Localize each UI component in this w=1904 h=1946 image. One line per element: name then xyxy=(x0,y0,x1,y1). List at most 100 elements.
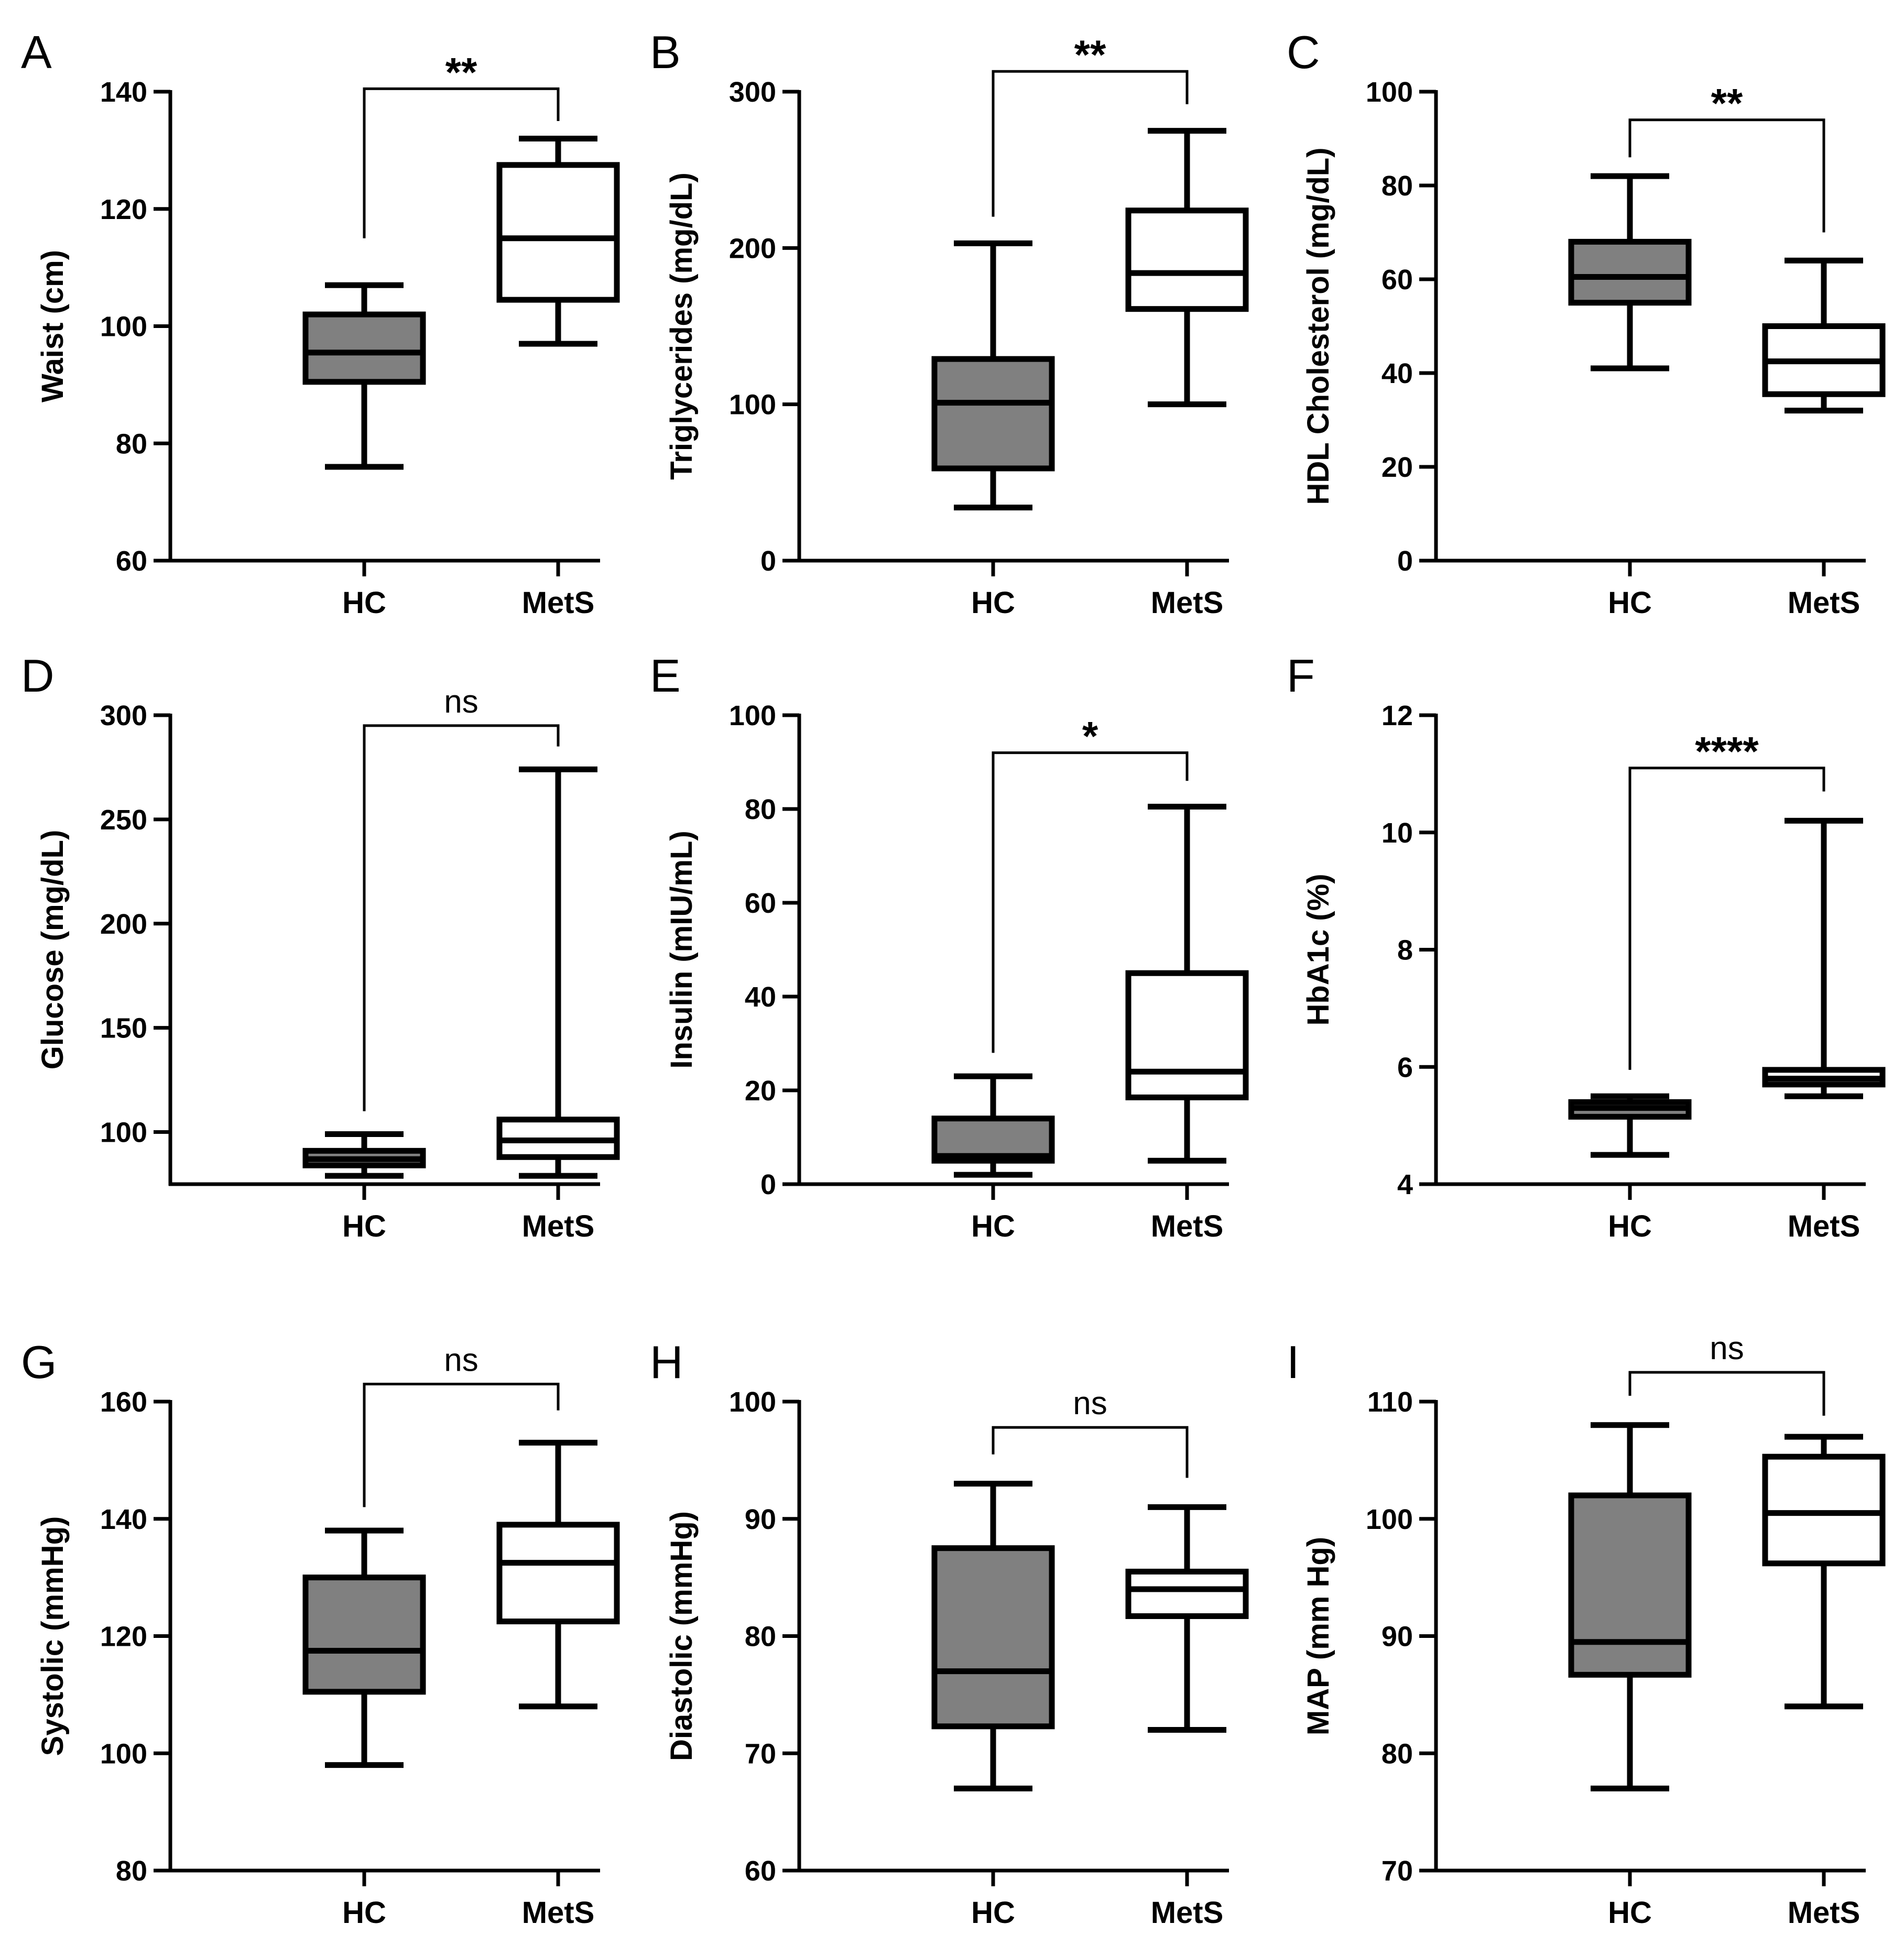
category-label-e-mets: MetS xyxy=(1151,1209,1224,1243)
category-label-c-hc: HC xyxy=(1608,586,1652,620)
y-tick-label-b: 300 xyxy=(729,76,776,108)
significance-label-b: ** xyxy=(1074,31,1106,78)
y-tick-label-e: 80 xyxy=(745,794,776,825)
y-axis-title-b: Triglycerides (mg/dL) xyxy=(665,172,699,480)
category-label-a-mets: MetS xyxy=(522,586,595,620)
y-tick-label-e: 20 xyxy=(745,1075,776,1107)
category-label-g-hc: HC xyxy=(342,1896,386,1930)
category-label-h-hc: HC xyxy=(971,1896,1015,1930)
category-label-b-hc: HC xyxy=(971,586,1015,620)
y-tick-label-h: 100 xyxy=(729,1386,776,1418)
significance-label-h: ns xyxy=(1073,1385,1107,1422)
y-tick-label-f: 8 xyxy=(1397,935,1413,966)
y-tick-label-i: 110 xyxy=(1367,1386,1413,1418)
y-tick-label-c: 80 xyxy=(1381,170,1413,202)
box-h-hc xyxy=(931,1545,1055,1730)
box-g-mets xyxy=(496,1522,620,1625)
category-label-f-hc: HC xyxy=(1608,1209,1652,1243)
y-tick-label-g: 160 xyxy=(100,1386,147,1418)
y-axis-title-f: HbA1c (%) xyxy=(1301,873,1335,1025)
y-tick-label-c: 100 xyxy=(1366,76,1413,108)
box-i-mets xyxy=(1762,1453,1886,1567)
panel-letter-d: D xyxy=(21,650,55,702)
significance-bracket-e xyxy=(992,751,1189,1053)
category-label-b-mets: MetS xyxy=(1151,586,1224,620)
y-tick-label-c: 60 xyxy=(1381,264,1413,296)
y-tick-label-g: 80 xyxy=(116,1855,147,1887)
category-label-e-hc: HC xyxy=(971,1209,1015,1243)
y-tick-label-f: 6 xyxy=(1397,1052,1413,1083)
y-tick-label-i: 100 xyxy=(1366,1504,1413,1535)
box-h-mets xyxy=(1125,1568,1249,1619)
y-tick-label-d: 300 xyxy=(100,700,147,731)
y-tick-label-g: 120 xyxy=(100,1621,147,1653)
significance-bracket-c xyxy=(1628,118,1825,233)
box-a-hc xyxy=(302,311,426,385)
significance-label-e: * xyxy=(1082,713,1098,759)
category-label-g-mets: MetS xyxy=(522,1896,595,1930)
y-axis-title-a: Waist (cm) xyxy=(36,250,70,402)
box-i-hc xyxy=(1568,1492,1692,1678)
y-tick-label-h: 90 xyxy=(745,1504,776,1535)
significance-label-g: ns xyxy=(444,1342,478,1378)
y-tick-label-a: 120 xyxy=(100,194,147,225)
panel-letter-a: A xyxy=(21,26,52,78)
y-axis-title-g: Systolic (mmHg) xyxy=(36,1516,70,1756)
box-a-mets xyxy=(496,162,620,303)
y-tick-label-d: 150 xyxy=(100,1013,147,1044)
significance-bracket-h xyxy=(992,1426,1189,1478)
y-tick-label-a: 60 xyxy=(116,545,147,577)
category-label-i-mets: MetS xyxy=(1788,1896,1861,1930)
y-axis-title-d: Glucose (mg/dL) xyxy=(36,830,70,1070)
y-tick-label-i: 80 xyxy=(1381,1738,1413,1769)
significance-label-d: ns xyxy=(444,684,478,720)
box-b-mets xyxy=(1125,207,1249,312)
significance-bracket-f xyxy=(1628,767,1825,1070)
y-tick-label-e: 0 xyxy=(760,1169,776,1200)
significance-bracket-d xyxy=(363,724,560,1111)
y-tick-label-a: 100 xyxy=(100,311,147,343)
category-label-f-mets: MetS xyxy=(1788,1209,1861,1243)
panel-letter-c: C xyxy=(1287,26,1320,78)
y-tick-label-b: 100 xyxy=(729,389,776,421)
box-g-hc xyxy=(302,1575,426,1695)
category-label-i-hc: HC xyxy=(1608,1896,1652,1930)
y-axis-title-h: Diastolic (mmHg) xyxy=(665,1511,699,1761)
y-tick-label-g: 100 xyxy=(100,1738,147,1769)
significance-bracket-b xyxy=(992,70,1189,217)
panel-letter-e: E xyxy=(650,650,681,702)
y-tick-label-g: 140 xyxy=(100,1504,147,1535)
significance-label-i: ns xyxy=(1710,1330,1744,1366)
y-tick-label-f: 10 xyxy=(1381,817,1413,849)
significance-bracket-g xyxy=(363,1382,560,1507)
category-label-h-mets: MetS xyxy=(1151,1896,1224,1930)
box-c-hc xyxy=(1568,238,1692,306)
y-axis-title-e: Insulin (mIU/mL) xyxy=(665,830,699,1068)
significance-label-f: **** xyxy=(1695,728,1759,774)
box-e-mets xyxy=(1125,970,1249,1100)
y-tick-label-d: 100 xyxy=(100,1117,147,1149)
y-tick-label-b: 0 xyxy=(760,545,776,577)
significance-label-a: ** xyxy=(445,49,477,95)
y-tick-label-h: 70 xyxy=(745,1738,776,1769)
y-tick-label-e: 100 xyxy=(729,700,776,731)
panel-letter-i: I xyxy=(1287,1336,1299,1388)
y-tick-label-b: 200 xyxy=(729,233,776,264)
panel-letter-g: G xyxy=(21,1336,57,1388)
y-tick-label-h: 80 xyxy=(745,1621,776,1653)
y-tick-label-i: 90 xyxy=(1381,1621,1413,1653)
y-tick-label-i: 70 xyxy=(1381,1855,1413,1887)
y-tick-label-f: 4 xyxy=(1397,1169,1413,1200)
category-label-a-hc: HC xyxy=(342,586,386,620)
y-tick-label-d: 200 xyxy=(100,909,147,940)
y-tick-label-e: 40 xyxy=(745,981,776,1013)
panel-letter-h: H xyxy=(650,1336,683,1388)
y-tick-label-c: 40 xyxy=(1381,358,1413,389)
significance-label-c: ** xyxy=(1711,80,1743,126)
y-tick-label-f: 12 xyxy=(1381,700,1413,731)
category-label-d-mets: MetS xyxy=(522,1209,595,1243)
y-tick-label-a: 80 xyxy=(116,428,147,460)
y-tick-label-e: 60 xyxy=(745,888,776,919)
panel-letter-f: F xyxy=(1287,650,1315,702)
